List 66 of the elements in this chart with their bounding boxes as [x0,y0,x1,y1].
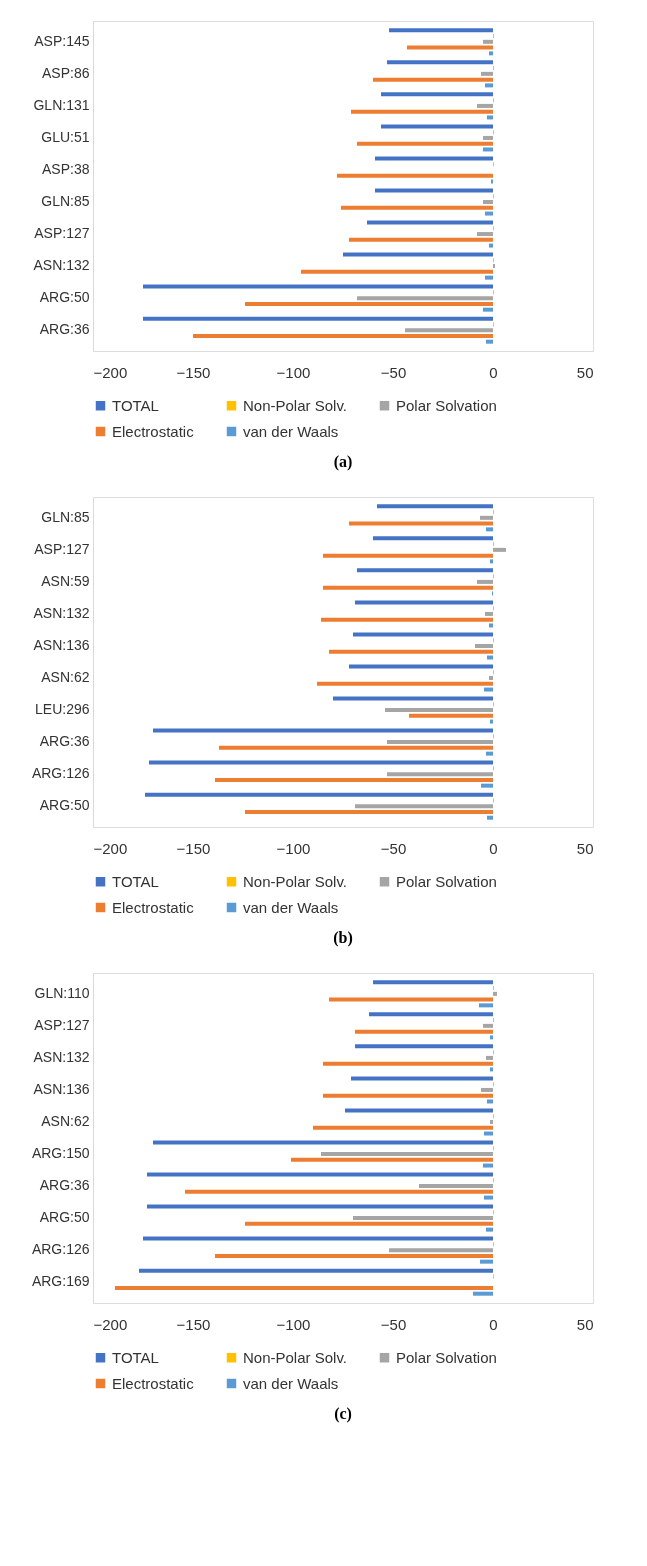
x-tick-label: 50 [576,363,594,381]
y-tick-label: ASN:62 [41,669,90,686]
y-tick-label: ASN:132 [33,1048,90,1065]
y-tick-label: ARG:50 [39,289,90,306]
y-tick-label: ASP:86 [42,64,90,81]
legend-label: Non-Polar Solv. [243,872,347,890]
legend-label: TOTAL [112,1348,159,1366]
legend-label: Polar Solvation [396,1348,497,1366]
y-tick-label: LEU:296 [35,701,90,718]
y-tick-label: ARG:36 [39,1177,90,1194]
y-tick-label: ASN:132 [33,604,90,621]
legend-label: TOTAL [112,872,159,890]
legend-label: van der Waals [243,898,339,916]
legend-label: TOTAL [112,396,159,414]
y-tick-label: ARG:126 [31,1241,90,1258]
legend-label: Polar Solvation [396,396,497,414]
x-tick-label: −100 [276,839,311,857]
y-tick-label: GLN:85 [41,193,90,210]
x-tick-label: 0 [489,1315,498,1333]
text: (b) [333,929,353,947]
x-tick-label: 0 [489,363,498,381]
y-tick-label: ARG:36 [39,733,90,750]
y-tick-label: ARG:169 [31,1273,90,1290]
y-tick-label: GLN:110 [34,984,90,1001]
y-tick-label: ARG:126 [31,765,90,782]
x-tick-label: −150 [176,363,211,381]
y-tick-label: GLU:51 [41,128,90,145]
x-tick-label: −150 [176,1315,211,1333]
x-tick-label: −50 [380,363,407,381]
y-tick-label: ASN:62 [41,1112,90,1129]
y-tick-label: ARG:50 [39,1209,90,1226]
legend-label: van der Waals [243,422,339,440]
x-tick-label: 50 [576,839,594,857]
y-tick-label: ASP:145 [34,32,90,49]
legend-label: Non-Polar Solv. [243,396,347,414]
legend-label: van der Waals [243,1374,339,1392]
y-tick-label: ASN:59 [41,572,90,589]
x-tick-label: −200 [93,363,128,381]
legend-label: Polar Solvation [396,872,497,890]
x-tick-label: −200 [93,1315,128,1333]
x-tick-label: −100 [276,363,311,381]
x-tick-label: 50 [576,1315,594,1333]
x-tick-label: −50 [380,1315,407,1333]
y-tick-label: ASP:127 [34,225,90,242]
legend-label: Electrostatic [112,422,195,440]
text: (c) [334,1405,352,1423]
y-tick-label: ARG:150 [31,1145,90,1162]
x-tick-label: −100 [276,1315,311,1333]
x-tick-label: −150 [176,839,211,857]
y-tick-label: ASN:136 [33,636,90,653]
y-tick-label: GLN:131 [33,96,90,113]
x-tick-label: −50 [380,839,407,857]
legend-label: Electrostatic [112,898,195,916]
y-tick-label: ASN:132 [33,257,90,274]
legend-label: Electrostatic [112,1374,195,1392]
x-tick-label: 0 [489,839,498,857]
y-tick-label: ASP:127 [34,1016,90,1033]
text: (a) [333,453,353,471]
y-tick-label: GLN:85 [41,508,90,525]
y-tick-label: ARG:50 [39,797,90,814]
y-tick-label: ASP:127 [34,540,90,557]
y-tick-label: ARG:36 [39,321,90,338]
y-tick-label: ASN:136 [33,1080,90,1097]
x-tick-label: −200 [93,839,128,857]
legend-label: Non-Polar Solv. [243,1348,347,1366]
y-tick-label: ASP:38 [42,160,90,177]
